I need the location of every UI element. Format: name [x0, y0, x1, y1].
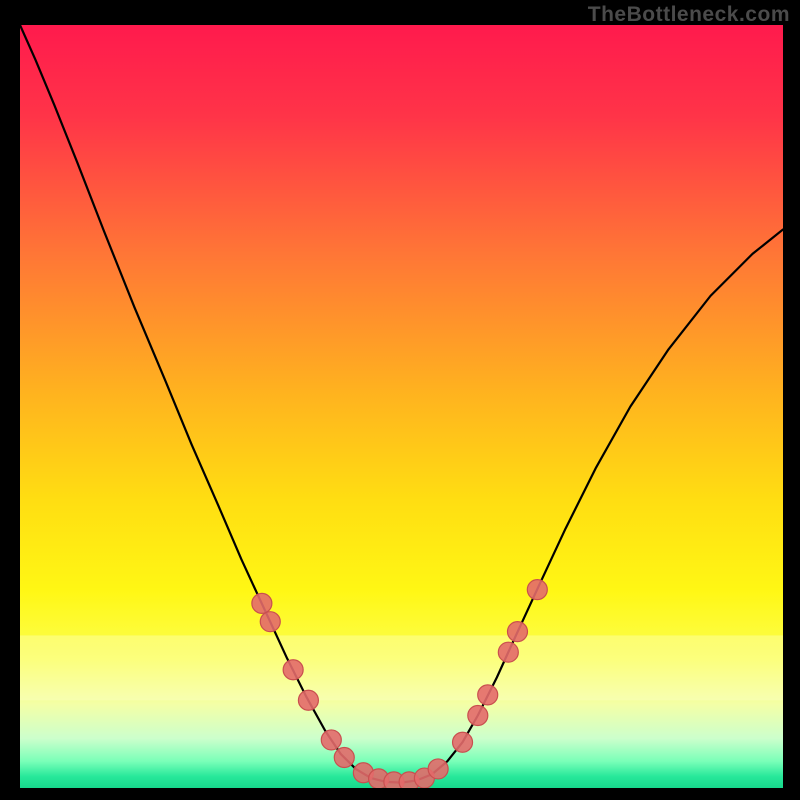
data-marker: [527, 580, 547, 600]
data-marker: [507, 622, 527, 642]
data-marker: [428, 759, 448, 779]
watermark-text: TheBottleneck.com: [588, 3, 790, 27]
chart-svg: [0, 0, 800, 800]
good-zone-highlight: [20, 635, 783, 700]
data-marker: [478, 685, 498, 705]
data-marker: [334, 747, 354, 767]
data-marker: [468, 706, 488, 726]
data-marker: [453, 732, 473, 752]
data-marker: [498, 642, 518, 662]
chart-stage: TheBottleneck.com: [0, 0, 800, 800]
data-marker: [298, 690, 318, 710]
data-marker: [321, 730, 341, 750]
data-marker: [283, 660, 303, 680]
data-marker: [252, 593, 272, 613]
data-marker: [260, 612, 280, 632]
